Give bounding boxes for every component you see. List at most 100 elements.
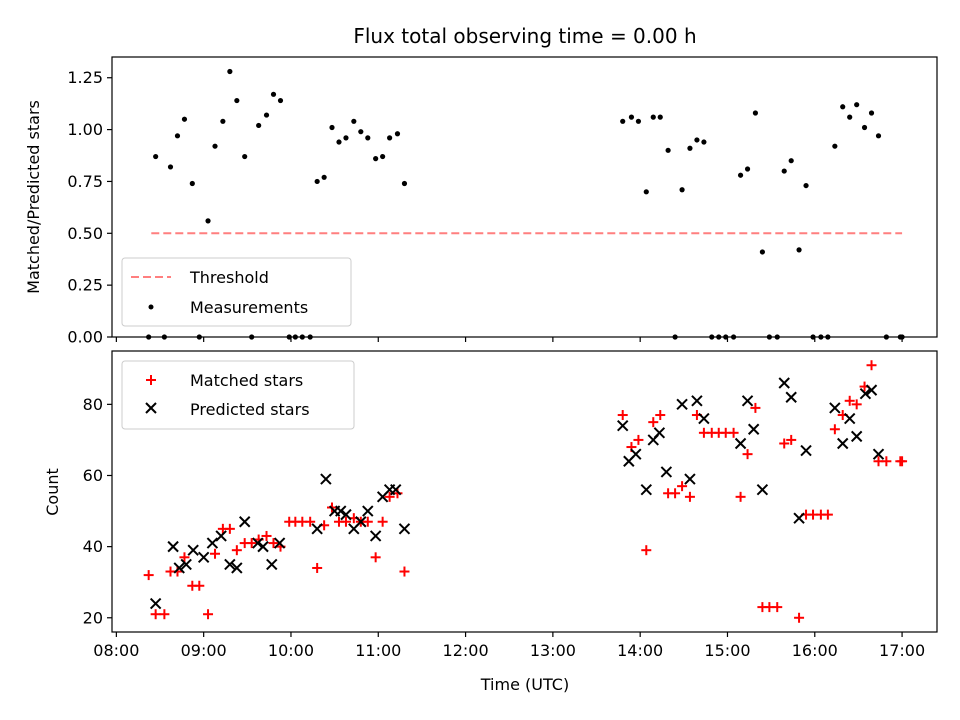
predicted-star-point bbox=[747, 423, 760, 435]
predicted-legend-label: Predicted stars bbox=[190, 400, 310, 419]
matched-star-point bbox=[829, 424, 840, 435]
matched-star-point bbox=[670, 488, 681, 499]
measurement-point bbox=[730, 334, 737, 340]
predicted-star-point bbox=[691, 395, 703, 407]
predicted-star-point bbox=[785, 391, 797, 403]
ratio-y-tick-label: 0.75 bbox=[67, 172, 103, 191]
matched-star-point bbox=[786, 434, 797, 445]
predicted-star-point bbox=[320, 473, 332, 485]
measurement-point bbox=[861, 124, 868, 131]
measurement-point bbox=[167, 164, 174, 170]
measurement-point bbox=[759, 249, 765, 255]
matched-star-point bbox=[370, 552, 381, 563]
measurement-point bbox=[329, 124, 335, 131]
measurement-point bbox=[205, 218, 211, 224]
measurement-point bbox=[256, 122, 262, 129]
top-chart-title: Flux total observing time = 0.00 h bbox=[353, 24, 696, 48]
predicted-star-point bbox=[252, 537, 264, 549]
measurement-point bbox=[212, 143, 218, 149]
matched-star-point bbox=[143, 570, 154, 581]
matched-star-point bbox=[772, 602, 783, 613]
predicted-star-point bbox=[850, 430, 863, 443]
count-x-tick-label: 16:00 bbox=[792, 641, 838, 660]
matched-star-point bbox=[224, 523, 235, 534]
measurement-point bbox=[752, 110, 759, 116]
measurement-point bbox=[181, 116, 188, 122]
matched-star-point bbox=[377, 516, 388, 527]
predicted-star-point bbox=[311, 523, 323, 535]
predicted-star-point bbox=[653, 427, 666, 439]
matched-legend-label: Matched stars bbox=[190, 371, 303, 390]
predicted-star-point bbox=[865, 384, 878, 396]
matched-star-point bbox=[268, 538, 279, 549]
measurement-point bbox=[723, 334, 729, 340]
predicted-star-point bbox=[872, 448, 885, 460]
matched-star-point bbox=[750, 402, 761, 413]
measurement-point bbox=[796, 247, 802, 253]
measurement-point bbox=[883, 334, 889, 340]
measurement-point bbox=[803, 182, 809, 189]
measurement-point bbox=[766, 334, 772, 340]
measurement-point bbox=[380, 153, 386, 160]
measurement-point bbox=[744, 166, 751, 172]
predicted-star-point bbox=[829, 402, 841, 414]
predicted-star-point bbox=[224, 558, 236, 571]
measurement-point bbox=[286, 334, 292, 340]
predicted-star-point bbox=[238, 516, 251, 528]
predicted-star-point bbox=[837, 437, 849, 450]
measurement-point bbox=[840, 104, 846, 110]
matched-star-point bbox=[362, 516, 373, 527]
measurements-legend-marker bbox=[148, 304, 154, 310]
predicted-star-point bbox=[734, 437, 747, 450]
ratio-legend: Threshold Measurements bbox=[121, 257, 352, 327]
measurement-point bbox=[351, 118, 357, 124]
measurement-point bbox=[314, 178, 320, 185]
predicted-star-point bbox=[859, 387, 872, 400]
matched-star-point bbox=[742, 449, 753, 460]
ratio-y-tick-label: 1.00 bbox=[67, 120, 103, 139]
matched-star-point bbox=[617, 410, 628, 421]
predicted-star-point bbox=[684, 473, 696, 485]
measurement-point bbox=[687, 145, 693, 151]
predicted-star-point bbox=[355, 516, 367, 528]
ratio-panel: 0.00 0.25 0.50 0.75 1.00 1.25 Matched/Predict… bbox=[24, 56, 938, 347]
measurement-point bbox=[321, 174, 327, 180]
count-x-tick-label: 15:00 bbox=[704, 641, 750, 660]
measurement-point bbox=[899, 334, 905, 340]
measurement-point bbox=[220, 118, 226, 124]
predicted-star-point bbox=[800, 444, 812, 457]
matched-star-point bbox=[881, 456, 892, 467]
measurement-point bbox=[277, 97, 284, 104]
ratio-y-ticks: 0.00 0.25 0.50 0.75 1.00 1.25 bbox=[67, 68, 112, 347]
measurement-point bbox=[394, 131, 401, 137]
predicted-star-point bbox=[335, 505, 347, 517]
measurement-point bbox=[174, 133, 181, 139]
measurement-point bbox=[854, 102, 860, 108]
measurement-point bbox=[665, 147, 671, 153]
ratio-y-tick-label: 0.50 bbox=[67, 224, 103, 243]
predicted-star-point bbox=[630, 448, 642, 460]
predicted-star-point bbox=[206, 537, 219, 549]
ratio-y-tick-label: 1.25 bbox=[67, 68, 103, 87]
measurements-legend-label: Measurements bbox=[190, 298, 308, 317]
ratio-legend-box bbox=[121, 257, 352, 327]
matched-legend-marker bbox=[146, 375, 156, 385]
predicted-star-point bbox=[778, 377, 790, 389]
measurement-point bbox=[643, 189, 649, 195]
matched-star-point bbox=[305, 516, 316, 527]
measurement-point bbox=[868, 110, 875, 116]
predicted-star-point bbox=[180, 558, 192, 571]
count-legend: Matched stars Predicted stars bbox=[121, 360, 355, 430]
count-x-tick-label: 13:00 bbox=[530, 641, 576, 660]
count-legend-box bbox=[121, 360, 355, 430]
matched-star-point bbox=[340, 516, 351, 527]
measurement-point bbox=[781, 168, 787, 174]
matched-star-point bbox=[399, 566, 410, 577]
measurement-point bbox=[365, 135, 371, 141]
measurement-point bbox=[788, 158, 794, 164]
measurement-point bbox=[628, 114, 635, 120]
matched-star-point bbox=[822, 509, 833, 520]
measurement-point bbox=[875, 133, 882, 139]
